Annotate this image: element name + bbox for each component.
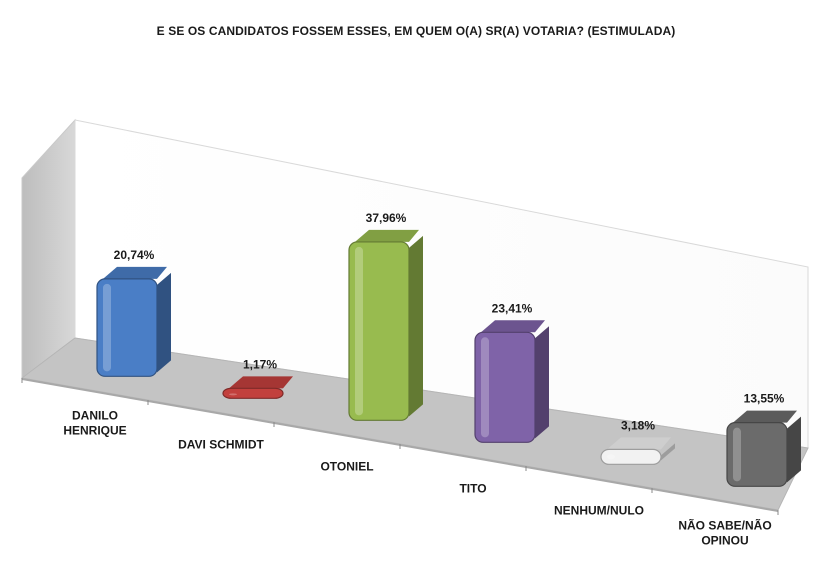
category-label: NENHUM/NULO — [554, 504, 644, 518]
bar-top — [607, 437, 671, 450]
category-label: DAVI SCHMIDT — [178, 438, 264, 452]
bar-top — [481, 320, 545, 333]
value-label: 13,55% — [744, 392, 785, 406]
bar-front — [726, 422, 788, 487]
bar-highlight — [355, 246, 363, 416]
value-label: 37,96% — [366, 211, 407, 225]
bar-front — [96, 278, 158, 377]
bar-highlight — [607, 454, 615, 460]
bars-layer — [96, 229, 801, 487]
chart-title: E SE OS CANDIDATOS FOSSEM ESSES, EM QUEM… — [156, 24, 676, 38]
bar-top — [733, 410, 797, 423]
bar-side — [409, 235, 423, 417]
bar-highlight — [733, 427, 741, 482]
category-label: DANILO HENRIQUE — [63, 409, 126, 438]
bar-highlight — [103, 283, 111, 372]
bar-top — [355, 229, 419, 242]
bar-front — [474, 331, 536, 443]
bar-highlight — [481, 337, 489, 438]
value-label: 23,41% — [492, 301, 533, 315]
bar — [726, 410, 801, 487]
value-label: 1,17% — [243, 357, 277, 371]
category-label: TITO — [459, 482, 486, 496]
bar-front — [222, 387, 284, 399]
bar-side — [157, 272, 171, 373]
x-axis-ticks — [21, 378, 779, 515]
bar — [348, 229, 423, 421]
bar-top — [229, 376, 293, 389]
category-label: OTONIEL — [320, 460, 373, 474]
category-label: NÃO SABE/NÃO OPINOU — [678, 518, 771, 548]
value-label: 20,74% — [114, 248, 155, 262]
bar-side — [787, 416, 801, 483]
bar-top — [103, 266, 167, 279]
bar-highlight — [229, 393, 237, 396]
labels-layer: 20,74% DANILO HENRIQUE 1,17% DAVI SCHMIDT 37,… — [63, 211, 784, 548]
bar-side — [661, 443, 675, 461]
bar — [222, 376, 297, 399]
bar — [96, 266, 171, 377]
bar — [474, 320, 549, 443]
bar-front — [600, 448, 662, 465]
bar-side — [535, 326, 549, 439]
bar — [600, 437, 675, 465]
bar-front — [348, 241, 410, 421]
value-label: 3,18% — [621, 418, 655, 432]
side-wall — [21, 118, 76, 380]
